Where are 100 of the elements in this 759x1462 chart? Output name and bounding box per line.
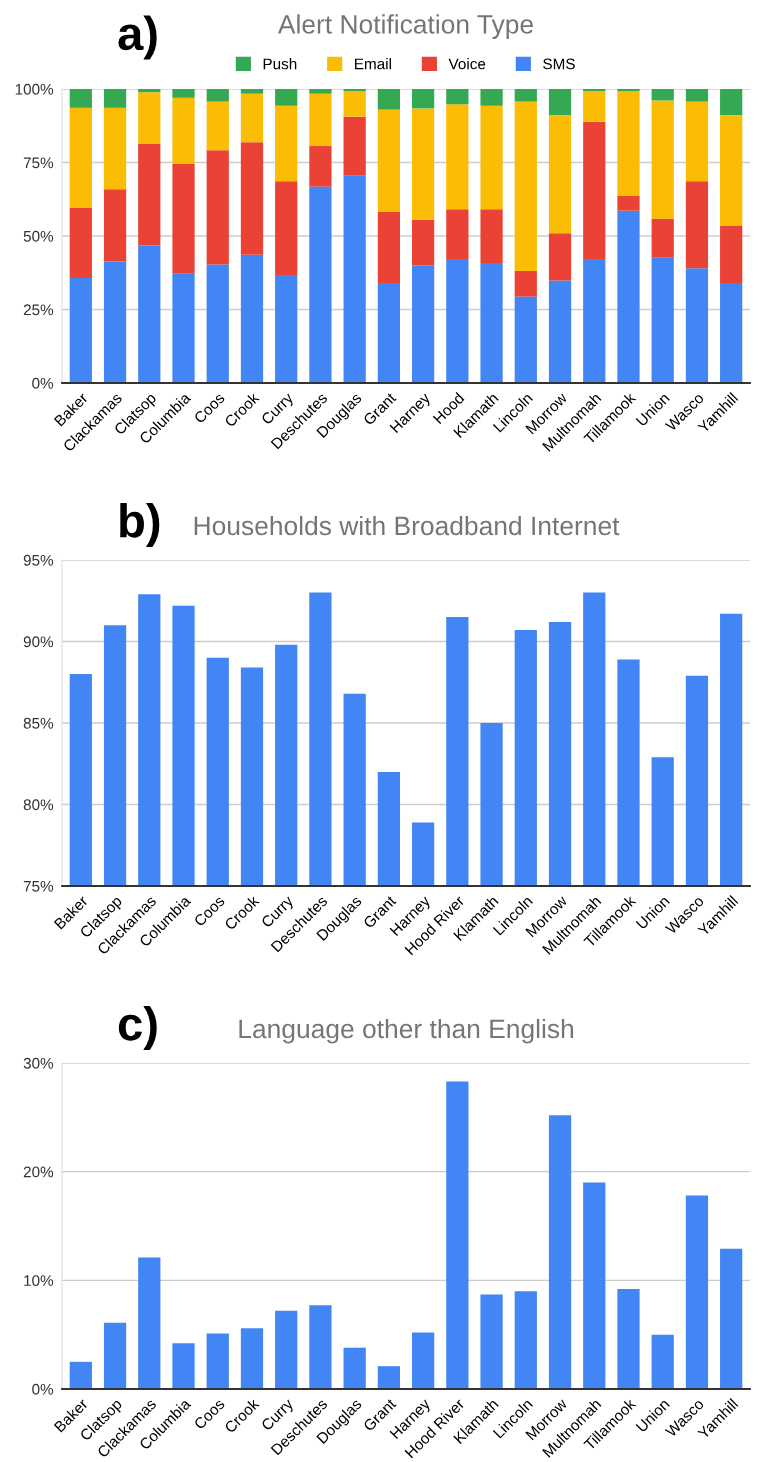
bar	[103, 89, 127, 108]
bar	[172, 97, 195, 164]
bar	[103, 107, 127, 190]
bar	[446, 89, 469, 105]
bar	[309, 1305, 332, 1389]
bar	[446, 258, 469, 383]
bar	[617, 91, 640, 197]
bar	[720, 1248, 743, 1389]
bar	[343, 91, 366, 117]
bar	[685, 1195, 709, 1389]
bar	[514, 89, 537, 102]
bar	[377, 89, 401, 110]
bar	[138, 92, 161, 144]
bar	[240, 142, 264, 255]
bar	[685, 268, 709, 383]
y-tick-label: 95%	[23, 554, 54, 566]
bar	[480, 263, 503, 383]
bar	[685, 101, 709, 182]
legend-label: Email	[355, 58, 391, 70]
y-tick-label: 0%	[32, 1383, 54, 1395]
chart-title: Households with Broadband Internet	[194, 515, 620, 536]
bar	[411, 108, 435, 220]
bar	[240, 89, 264, 94]
bar	[548, 280, 572, 383]
bar	[617, 1289, 640, 1389]
bar	[411, 265, 435, 383]
y-tick-label: 90%	[23, 636, 54, 648]
bar	[514, 270, 537, 297]
y-tick-label: 100%	[15, 83, 54, 95]
bar	[377, 1366, 401, 1389]
bar	[583, 258, 606, 383]
bar	[480, 105, 503, 210]
bar	[69, 1361, 92, 1389]
y-tick-label: 10%	[24, 1275, 54, 1287]
bar	[240, 1328, 264, 1389]
bar	[206, 1333, 229, 1389]
bar	[343, 89, 366, 92]
bar	[275, 181, 298, 276]
bar	[651, 100, 674, 219]
bar	[651, 1334, 674, 1389]
bar	[514, 101, 537, 271]
bar	[720, 115, 743, 226]
legend-label: Push	[263, 58, 297, 70]
y-tick-label: 75%	[23, 157, 54, 169]
bar	[377, 109, 401, 212]
bar	[206, 101, 229, 151]
bar	[446, 209, 469, 259]
legend-label: Voice	[448, 58, 486, 70]
bar	[240, 254, 264, 383]
y-tick-label: 25%	[23, 304, 54, 316]
y-tick-label: 75%	[23, 880, 54, 892]
bar	[548, 233, 572, 281]
chart-title: Language other than English	[239, 1018, 574, 1044]
bar	[69, 278, 92, 383]
bar	[685, 181, 709, 269]
bar	[275, 275, 298, 383]
y-tick-label: 20%	[23, 1166, 54, 1178]
bar	[377, 283, 401, 383]
bar	[172, 273, 195, 383]
bar	[411, 89, 435, 109]
bar	[720, 89, 743, 116]
bar	[309, 93, 332, 147]
bar	[548, 1115, 572, 1389]
bar	[411, 219, 435, 266]
bar	[411, 1332, 435, 1389]
y-tick-label: 30%	[23, 1057, 54, 1069]
bar	[103, 1322, 127, 1389]
bar	[343, 175, 366, 383]
text: a)	[118, 15, 157, 60]
bar	[69, 89, 92, 108]
bar	[103, 261, 127, 383]
bar	[275, 1310, 298, 1389]
bar	[617, 196, 640, 211]
y-tick-label: 0%	[32, 377, 54, 389]
y-tick-label: 80%	[23, 799, 54, 811]
bar	[275, 105, 298, 182]
bar	[583, 89, 606, 92]
bar	[480, 209, 503, 264]
bar	[651, 89, 674, 101]
bar	[514, 296, 537, 383]
bar	[617, 210, 640, 383]
bar	[343, 1347, 366, 1389]
bar	[651, 218, 674, 258]
bar	[69, 208, 92, 279]
text: b)	[120, 502, 160, 547]
bar	[480, 89, 503, 106]
bar	[309, 89, 332, 94]
text: c)	[118, 1005, 157, 1050]
chart-title: Alert Notification Type	[277, 14, 533, 39]
bar	[548, 89, 572, 116]
bar	[617, 89, 640, 92]
bar	[275, 89, 298, 106]
bar	[651, 257, 674, 383]
bar	[240, 93, 264, 143]
y-tick-label: 50%	[23, 230, 54, 242]
bar	[172, 163, 195, 274]
bar	[138, 143, 161, 246]
bar	[720, 225, 743, 284]
bar	[138, 1257, 161, 1389]
bar	[172, 1343, 195, 1389]
